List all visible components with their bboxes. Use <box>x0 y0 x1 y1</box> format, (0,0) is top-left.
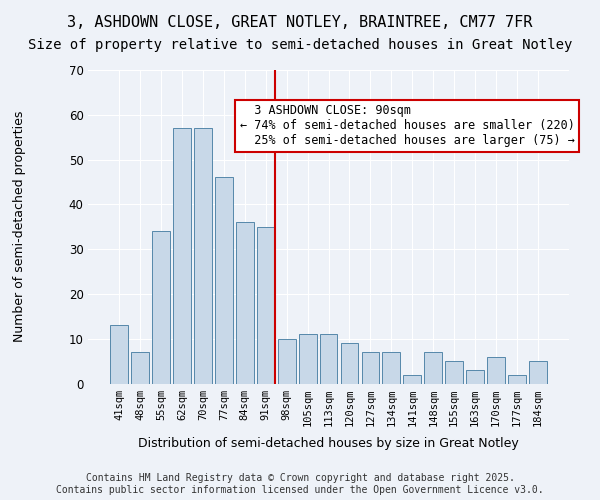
Y-axis label: Number of semi-detached properties: Number of semi-detached properties <box>13 111 26 342</box>
Bar <box>194 128 212 384</box>
Bar <box>173 128 191 384</box>
Bar <box>362 352 379 384</box>
Bar <box>487 356 505 384</box>
Bar <box>131 352 149 384</box>
Bar <box>466 370 484 384</box>
Bar <box>382 352 400 384</box>
Bar <box>320 334 337 384</box>
Bar <box>445 361 463 384</box>
Text: Contains HM Land Registry data © Crown copyright and database right 2025.
Contai: Contains HM Land Registry data © Crown c… <box>56 474 544 495</box>
Bar <box>403 374 421 384</box>
X-axis label: Distribution of semi-detached houses by size in Great Notley: Distribution of semi-detached houses by … <box>138 437 519 450</box>
Bar <box>299 334 317 384</box>
Bar <box>341 343 358 384</box>
Bar <box>110 326 128 384</box>
Text: 3, ASHDOWN CLOSE, GREAT NOTLEY, BRAINTREE, CM77 7FR: 3, ASHDOWN CLOSE, GREAT NOTLEY, BRAINTRE… <box>67 15 533 30</box>
Bar <box>508 374 526 384</box>
Text: 3 ASHDOWN CLOSE: 90sqm
← 74% of semi-detached houses are smaller (220)
  25% of : 3 ASHDOWN CLOSE: 90sqm ← 74% of semi-det… <box>240 104 575 148</box>
Bar <box>215 178 233 384</box>
Bar <box>236 222 254 384</box>
Text: Size of property relative to semi-detached houses in Great Notley: Size of property relative to semi-detach… <box>28 38 572 52</box>
Bar <box>529 361 547 384</box>
Bar <box>278 338 296 384</box>
Bar <box>257 227 275 384</box>
Bar <box>424 352 442 384</box>
Bar <box>152 231 170 384</box>
